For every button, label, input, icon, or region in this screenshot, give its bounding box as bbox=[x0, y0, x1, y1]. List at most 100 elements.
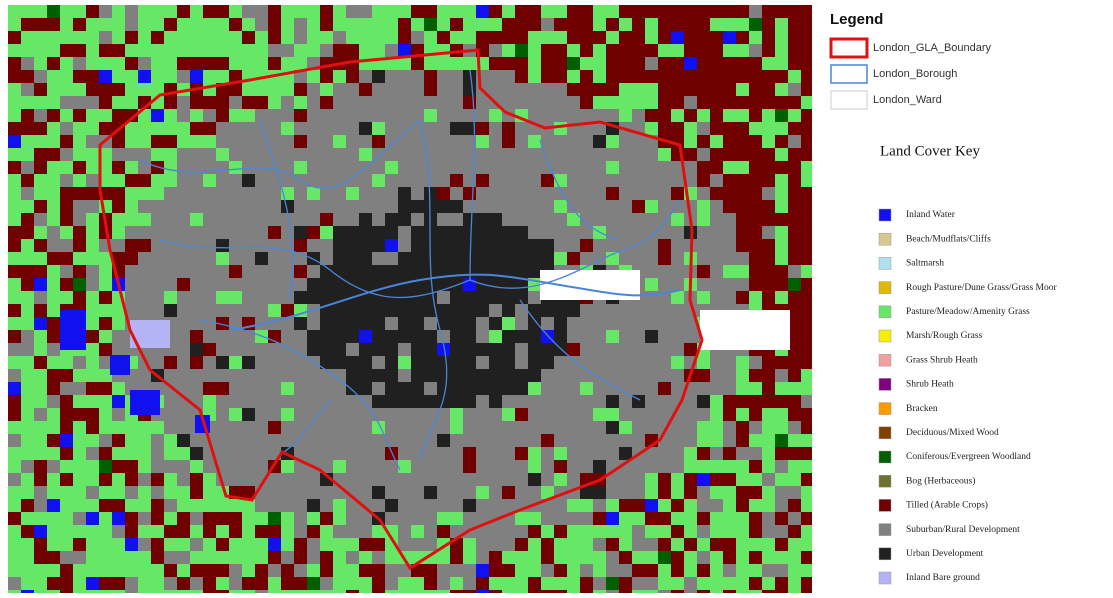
land-cell bbox=[177, 96, 190, 109]
land-cell bbox=[801, 122, 812, 135]
land-cell bbox=[164, 304, 177, 317]
land-cell bbox=[476, 369, 489, 382]
land-cell bbox=[216, 148, 229, 161]
land-cell bbox=[346, 551, 359, 564]
land-cell bbox=[8, 486, 21, 499]
land-cell bbox=[242, 421, 255, 434]
land-cell bbox=[190, 525, 203, 538]
land-cell bbox=[21, 278, 34, 291]
land-cell bbox=[489, 473, 502, 486]
land-cell bbox=[60, 174, 73, 187]
land-cell bbox=[34, 590, 47, 593]
land-cell bbox=[580, 317, 593, 330]
land-cell bbox=[255, 447, 268, 460]
land-cell bbox=[320, 538, 333, 551]
land-cell bbox=[749, 252, 762, 265]
land-cell bbox=[346, 18, 359, 31]
land-cell bbox=[632, 304, 645, 317]
land-cell bbox=[333, 213, 346, 226]
land-cell bbox=[242, 122, 255, 135]
land-cell bbox=[73, 447, 86, 460]
overlays bbox=[60, 48, 790, 571]
land-cell bbox=[593, 109, 606, 122]
land-cell bbox=[73, 31, 86, 44]
land-cell bbox=[372, 109, 385, 122]
land-cell bbox=[346, 564, 359, 577]
land-cell bbox=[34, 486, 47, 499]
land-cell bbox=[593, 304, 606, 317]
land-cell bbox=[736, 239, 749, 252]
land-cell bbox=[359, 109, 372, 122]
land-cell bbox=[164, 148, 177, 161]
land-cell bbox=[21, 564, 34, 577]
borough-boundary bbox=[519, 299, 641, 401]
land-cell bbox=[216, 213, 229, 226]
land-cell bbox=[268, 161, 281, 174]
land-cell bbox=[34, 187, 47, 200]
land-cell bbox=[762, 486, 775, 499]
land-cell bbox=[697, 18, 710, 31]
land-cell bbox=[86, 408, 99, 421]
land-cell bbox=[60, 291, 73, 304]
land-cell bbox=[801, 486, 812, 499]
land-cell bbox=[749, 70, 762, 83]
land-cell bbox=[229, 96, 242, 109]
land-cell bbox=[47, 44, 60, 57]
land-cell bbox=[736, 291, 749, 304]
land-cell bbox=[73, 57, 86, 70]
land-cell bbox=[385, 408, 398, 421]
land-cell bbox=[47, 200, 60, 213]
land-cell bbox=[411, 5, 424, 18]
borough-boundary bbox=[419, 119, 448, 461]
land-cell bbox=[632, 213, 645, 226]
land-cell bbox=[164, 18, 177, 31]
land-cell bbox=[632, 330, 645, 343]
land-cell bbox=[47, 122, 60, 135]
land-cell bbox=[333, 564, 346, 577]
land-cell bbox=[242, 174, 255, 187]
land-cell bbox=[177, 330, 190, 343]
land-cell bbox=[645, 356, 658, 369]
land-cell bbox=[346, 330, 359, 343]
land-cell bbox=[580, 226, 593, 239]
land-cell bbox=[99, 356, 112, 369]
land-cell bbox=[424, 83, 437, 96]
land-cell bbox=[99, 395, 112, 408]
land-cell bbox=[320, 5, 333, 18]
land-cell bbox=[268, 148, 281, 161]
land-cell bbox=[528, 5, 541, 18]
land-cell bbox=[99, 83, 112, 96]
land-cell bbox=[73, 499, 86, 512]
land-cell bbox=[385, 252, 398, 265]
land-cell bbox=[619, 499, 632, 512]
land-cell bbox=[99, 252, 112, 265]
land-cell bbox=[60, 122, 73, 135]
land-cell bbox=[671, 473, 684, 486]
land-cell bbox=[99, 499, 112, 512]
land-cell bbox=[398, 57, 411, 70]
land-cell bbox=[554, 70, 567, 83]
land-cell bbox=[60, 135, 73, 148]
land-cell bbox=[658, 44, 671, 57]
land-cell bbox=[8, 577, 21, 590]
land-cell bbox=[788, 486, 801, 499]
land-cell bbox=[632, 590, 645, 593]
land-cell bbox=[47, 473, 60, 486]
land-cell bbox=[775, 96, 788, 109]
land-cell bbox=[450, 96, 463, 109]
land-cell bbox=[684, 525, 697, 538]
land-cell bbox=[671, 447, 684, 460]
land-cell bbox=[411, 317, 424, 330]
land-cell bbox=[723, 369, 736, 382]
land-cell bbox=[606, 590, 619, 593]
land-cell bbox=[281, 434, 294, 447]
land-cell bbox=[138, 538, 151, 551]
land-cell bbox=[528, 447, 541, 460]
land-cell bbox=[645, 460, 658, 473]
land-cell bbox=[359, 447, 372, 460]
land-cell bbox=[320, 434, 333, 447]
land-cell bbox=[372, 525, 385, 538]
land-cell bbox=[216, 187, 229, 200]
land-cell bbox=[411, 343, 424, 356]
land-cell bbox=[242, 356, 255, 369]
